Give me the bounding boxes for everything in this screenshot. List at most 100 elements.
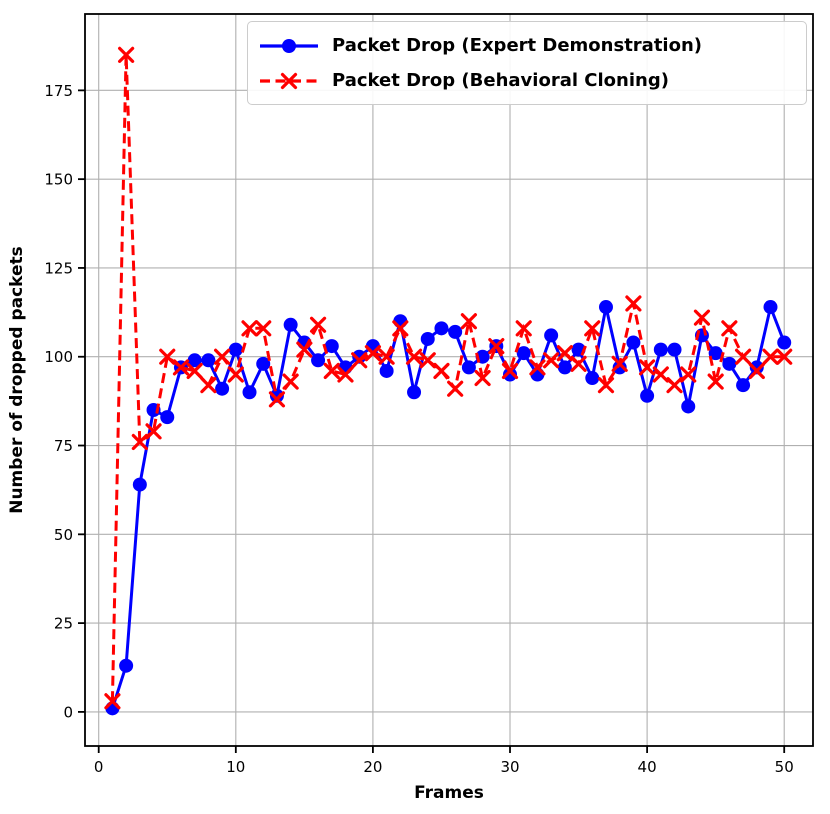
expert-marker (201, 353, 216, 368)
expert-marker (242, 385, 257, 400)
expert-marker (749, 360, 764, 375)
bc-marker (501, 362, 519, 380)
bc-marker (323, 362, 340, 380)
expert-marker (448, 324, 463, 339)
expert-marker (352, 349, 367, 364)
expert-marker (160, 410, 175, 425)
x-tick-label: 30 (500, 758, 519, 776)
expert-marker (407, 385, 422, 400)
bc-marker (364, 345, 382, 362)
expert-marker (311, 353, 326, 368)
legend-label: Packet Drop (Expert Demonstration) (332, 35, 703, 56)
bc-marker (652, 366, 669, 383)
expert-marker (585, 371, 600, 386)
bc-marker (529, 359, 546, 376)
bc-marker (337, 366, 354, 383)
y-tick-label: 150 (44, 171, 73, 189)
x-tick-label: 50 (775, 758, 794, 776)
bc-marker (405, 348, 423, 365)
x-tick-label: 40 (638, 758, 657, 776)
bc-marker (474, 369, 491, 387)
bc-marker (460, 313, 477, 330)
expert-marker (667, 342, 682, 357)
bc-marker (570, 355, 587, 372)
expert-marker (324, 339, 339, 354)
bc-marker (214, 348, 231, 365)
bc-marker (625, 295, 642, 312)
expert-marker (434, 321, 449, 336)
bc-marker (241, 320, 258, 337)
bc-marker (433, 362, 450, 380)
bc-marker (131, 433, 148, 451)
y-tick-label: 125 (44, 259, 73, 277)
bc-marker (378, 348, 395, 365)
x-tick-label: 20 (363, 758, 382, 776)
bc-marker (693, 309, 711, 326)
expert-marker (544, 328, 559, 343)
y-tick-label: 25 (54, 615, 73, 633)
bc-marker (172, 359, 190, 376)
bc-marker (392, 320, 409, 337)
expert-marker (736, 378, 751, 393)
expert-marker (722, 356, 737, 371)
bc-marker (255, 320, 272, 337)
expert-marker (598, 300, 613, 315)
bc-marker (268, 391, 286, 408)
bc-marker (159, 348, 176, 365)
expert-marker (187, 353, 202, 368)
bc-marker (776, 348, 793, 365)
expert-marker (132, 477, 147, 492)
y-axis-label: Number of dropped packets (7, 246, 27, 514)
y-tick-label: 100 (44, 348, 73, 366)
y-tick-label: 50 (54, 526, 73, 544)
bc-marker (597, 377, 615, 394)
bc-marker (419, 352, 436, 369)
legend-entry: Packet Drop (Behavioral Cloning) (258, 64, 796, 98)
expert-marker (708, 346, 723, 361)
bc-marker (762, 348, 779, 365)
expert-marker (503, 367, 518, 382)
y-tick-label: 0 (63, 703, 73, 721)
expert-marker (119, 658, 134, 673)
legend-entry: Packet Drop (Expert Demonstration) (258, 29, 796, 63)
bc-marker (145, 423, 162, 440)
bc-marker (118, 46, 135, 63)
expert-marker (681, 399, 696, 414)
expert-marker (612, 360, 627, 375)
bc-marker (556, 345, 573, 362)
bc-marker (488, 337, 505, 355)
x-tick-label: 0 (94, 758, 104, 776)
expert-marker (763, 300, 778, 315)
expert-marker (640, 388, 655, 403)
bc-marker (282, 373, 299, 390)
bc-marker (611, 355, 628, 372)
x-tick-label: 10 (226, 758, 245, 776)
expert-marker (228, 342, 243, 357)
expert-marker (557, 360, 572, 375)
bc-marker (447, 380, 464, 397)
bc-marker (584, 320, 601, 337)
bc-marker (543, 352, 560, 369)
legend: Packet Drop (Expert Demonstration) Packet… (247, 21, 807, 105)
x-axis-label: Frames (414, 783, 484, 803)
y-tick-label: 75 (54, 437, 73, 455)
bc-marker (666, 377, 683, 394)
bc-marker (515, 320, 532, 337)
expert-marker (516, 346, 531, 361)
bc-marker (639, 359, 656, 376)
bc-marker (748, 362, 765, 380)
expert-marker (626, 335, 641, 350)
expert-marker (653, 342, 668, 357)
bc-line-sample-icon (260, 72, 318, 89)
axes-spines (84, 13, 814, 747)
y-tick-label: 175 (44, 82, 73, 100)
bc-marker (680, 366, 697, 383)
expert-marker (269, 388, 284, 403)
bc-marker (707, 373, 724, 390)
expert-marker (283, 317, 298, 332)
bc-marker (227, 366, 244, 383)
bc-marker (734, 348, 752, 365)
expert-marker (420, 331, 435, 346)
